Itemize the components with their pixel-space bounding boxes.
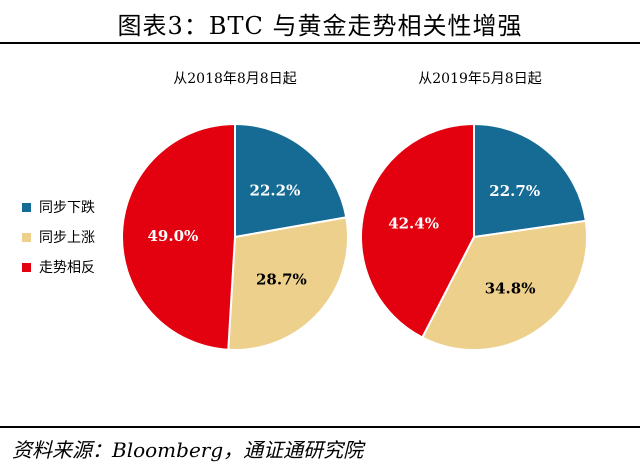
pie-2-slice-opposite xyxy=(360,122,475,339)
pie-2-label-down: 22.7% xyxy=(489,182,540,200)
legend: 同步下跌 同步上涨 走势相反 xyxy=(22,192,95,282)
pie-2-title: 从2019年5月8日起 xyxy=(418,71,542,87)
legend-item-up: 同步上涨 xyxy=(22,222,95,252)
pie-1-label-down: 22.2% xyxy=(250,181,301,199)
pie-2-label-up: 34.8% xyxy=(485,280,536,298)
legend-label-down: 同步下跌 xyxy=(39,200,95,216)
pie-2-slice-down xyxy=(473,122,587,239)
legend-item-opposite: 走势相反 xyxy=(22,252,95,282)
pie-chart-2018: 22.2% 28.7% 49.0% xyxy=(121,122,349,351)
pie-chart-2019: 22.7% 34.8% 42.4% xyxy=(360,122,588,351)
pie-1-label-up: 28.7% xyxy=(256,270,307,288)
pie-1-slice-down xyxy=(234,122,348,239)
pie-2-label-opposite: 42.4% xyxy=(388,214,439,232)
pie-1-title: 从2018年8月8日起 xyxy=(173,71,297,87)
legend-swatch-opposite xyxy=(22,262,31,272)
bottom-rule xyxy=(0,426,640,428)
source-note: 资料来源：Bloomberg，通证通研究院 xyxy=(12,438,364,462)
legend-swatch-up xyxy=(22,232,31,242)
legend-item-down: 同步下跌 xyxy=(22,192,95,222)
figure-title: 图表3：BTC 与黄金走势相关性增强 xyxy=(117,12,523,40)
pie-1-label-opposite: 49.0% xyxy=(147,227,198,245)
legend-label-up: 同步上涨 xyxy=(39,230,95,246)
pie-1-slice-opposite xyxy=(121,122,236,351)
legend-swatch-down xyxy=(22,202,31,212)
top-rule xyxy=(0,42,640,44)
pie-2-slice-up xyxy=(420,219,588,351)
pie-1-slice-up xyxy=(227,216,349,351)
legend-label-opposite: 走势相反 xyxy=(39,260,95,276)
